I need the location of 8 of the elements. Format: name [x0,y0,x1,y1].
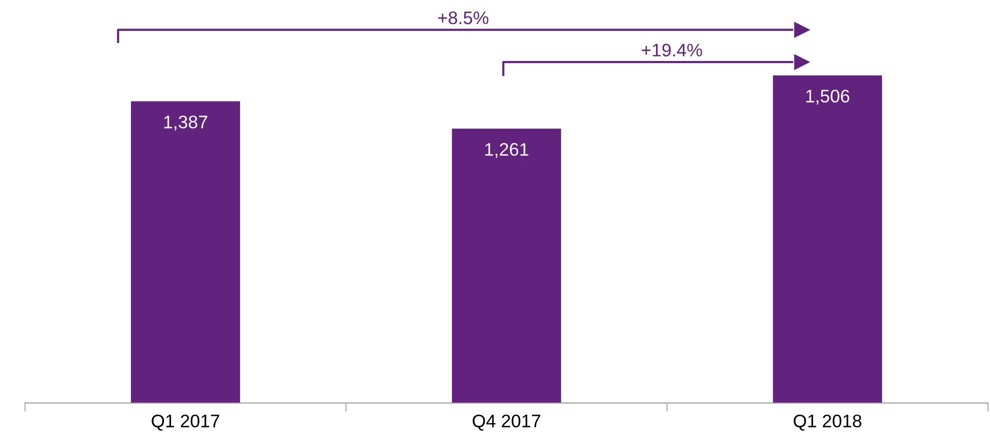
data-label: 1,506 [806,90,850,105]
text: +8.5% [438,11,488,24]
x-tick-label: Q1 2017 [152,414,220,431]
data-label: 1,387 [164,116,208,131]
x-tick-label: Q1 2018 [794,414,862,431]
text: +19.4% [642,44,702,56]
x-tick-label: Q4 2017 [472,414,540,431]
data-label: 1,261 [485,143,528,158]
